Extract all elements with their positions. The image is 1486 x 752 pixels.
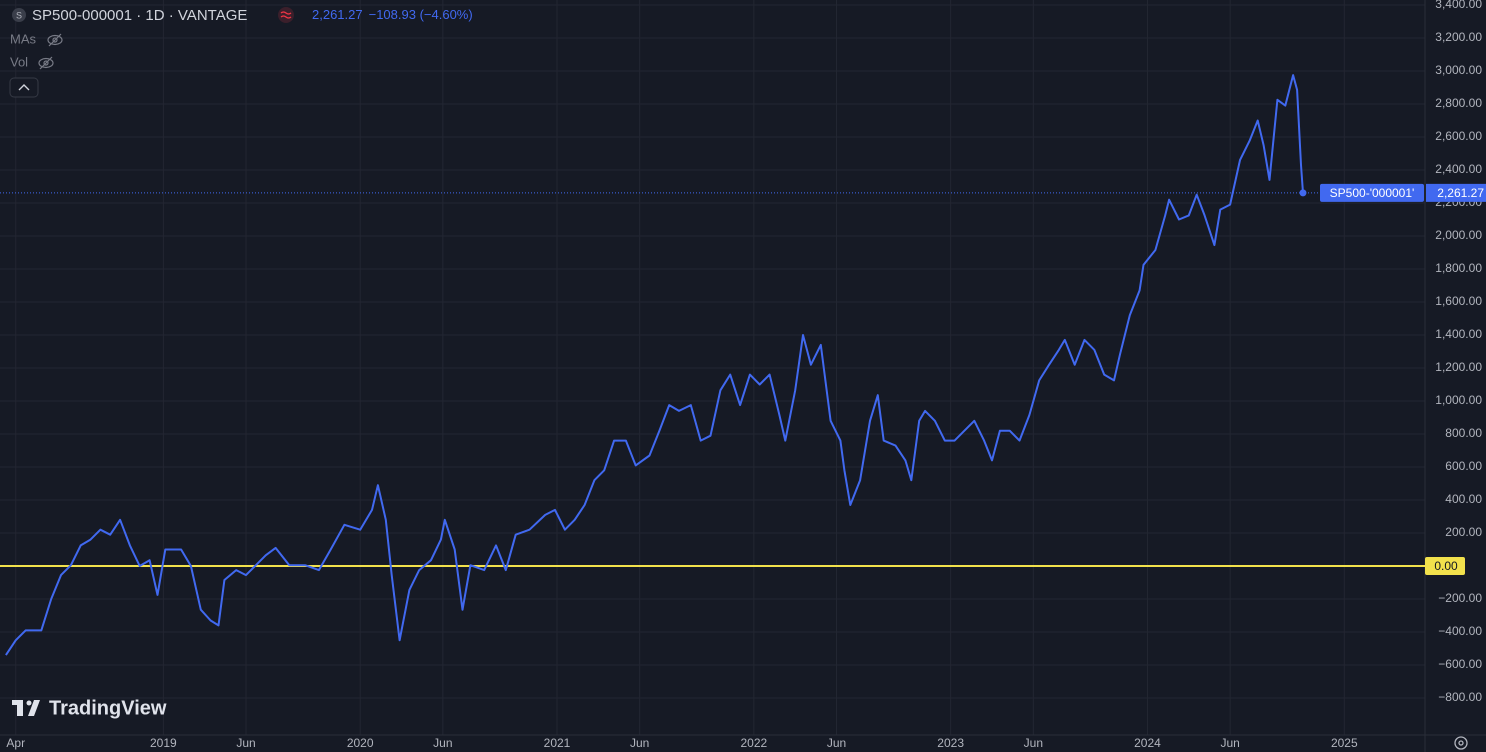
x-tick-label: 2021	[544, 736, 571, 750]
hline-label-box	[1425, 557, 1465, 576]
y-tick-label: 1,200.00	[1435, 360, 1482, 374]
y-tick-label: 3,400.00	[1435, 0, 1482, 11]
price-line	[5, 74, 1304, 656]
source-icon-glyph	[280, 11, 292, 19]
y-tick-label: 3,200.00	[1435, 30, 1482, 44]
hidden-icon[interactable]	[47, 33, 63, 47]
y-tick-label: −400.00	[1438, 624, 1482, 638]
header-values: 2,261.27 −108.93 (−4.60%)	[312, 7, 473, 22]
change: −108.93 (−4.60%)	[369, 7, 473, 22]
price-tag: 2,261.27	[1437, 186, 1484, 200]
watermark: TradingView	[49, 697, 167, 719]
x-tick-label: Jun	[1220, 736, 1239, 750]
indicator-label[interactable]: Vol	[10, 54, 28, 69]
x-tick-label: Jun	[236, 736, 255, 750]
y-tick-label: 2,000.00	[1435, 228, 1482, 242]
y-tick-label: 600.00	[1445, 459, 1482, 473]
x-tick-label: 2023	[937, 736, 964, 750]
hidden-icon[interactable]	[38, 56, 54, 70]
watermark-logo	[12, 700, 40, 716]
x-tick-label: 2024	[1134, 736, 1161, 750]
y-tick-label: 800.00	[1445, 426, 1482, 440]
y-tick-label: −800.00	[1438, 690, 1482, 704]
collapse-button[interactable]	[9, 77, 39, 98]
y-tick-label: −200.00	[1438, 591, 1482, 605]
collapse-arrow	[18, 84, 30, 91]
y-tick-label: 1,600.00	[1435, 294, 1482, 308]
x-tick-label: 2019	[150, 736, 177, 750]
settings-icon[interactable]	[1454, 736, 1468, 750]
hline-label: 0.00	[1434, 559, 1458, 573]
series-label: SP500-'000001'	[1330, 186, 1415, 200]
y-tick-label: 1,400.00	[1435, 327, 1482, 341]
symbol-title[interactable]: SP500-000001 · 1D · VANTAGE	[32, 7, 247, 24]
series-label-box	[1320, 183, 1424, 202]
y-tick-label: −600.00	[1438, 657, 1482, 671]
indicator-label[interactable]: MAs	[10, 31, 37, 46]
grid	[0, 0, 1425, 735]
symbol-icon-text: S	[16, 10, 22, 20]
x-tick-label: Jun	[630, 736, 649, 750]
x-tick-label: Jun	[1024, 736, 1043, 750]
y-tick-label: 2,800.00	[1435, 96, 1482, 110]
x-tick-label: Apr	[6, 736, 25, 750]
x-tick-label: Jun	[827, 736, 846, 750]
y-tick-label: 1,000.00	[1435, 393, 1482, 407]
last-point	[1299, 189, 1307, 197]
price-tag-box	[1426, 183, 1486, 202]
x-tick-label: 2022	[740, 736, 767, 750]
symbol-icon[interactable]	[12, 8, 26, 22]
source-icon	[278, 7, 294, 23]
y-tick-label: 200.00	[1445, 525, 1482, 539]
x-tick-label: 2025	[1331, 736, 1358, 750]
y-tick-label: 2,600.00	[1435, 129, 1482, 143]
x-tick-label: Jun	[433, 736, 452, 750]
plot	[0, 74, 1425, 656]
y-tick-label: 400.00	[1445, 492, 1482, 506]
last-value: 2,261.27	[312, 7, 363, 22]
y-tick-label: 3,000.00	[1435, 63, 1482, 77]
y-tick-label: 2,400.00	[1435, 162, 1482, 176]
y-tick-label: 1,800.00	[1435, 261, 1482, 275]
x-tick-label: 2020	[347, 736, 374, 750]
